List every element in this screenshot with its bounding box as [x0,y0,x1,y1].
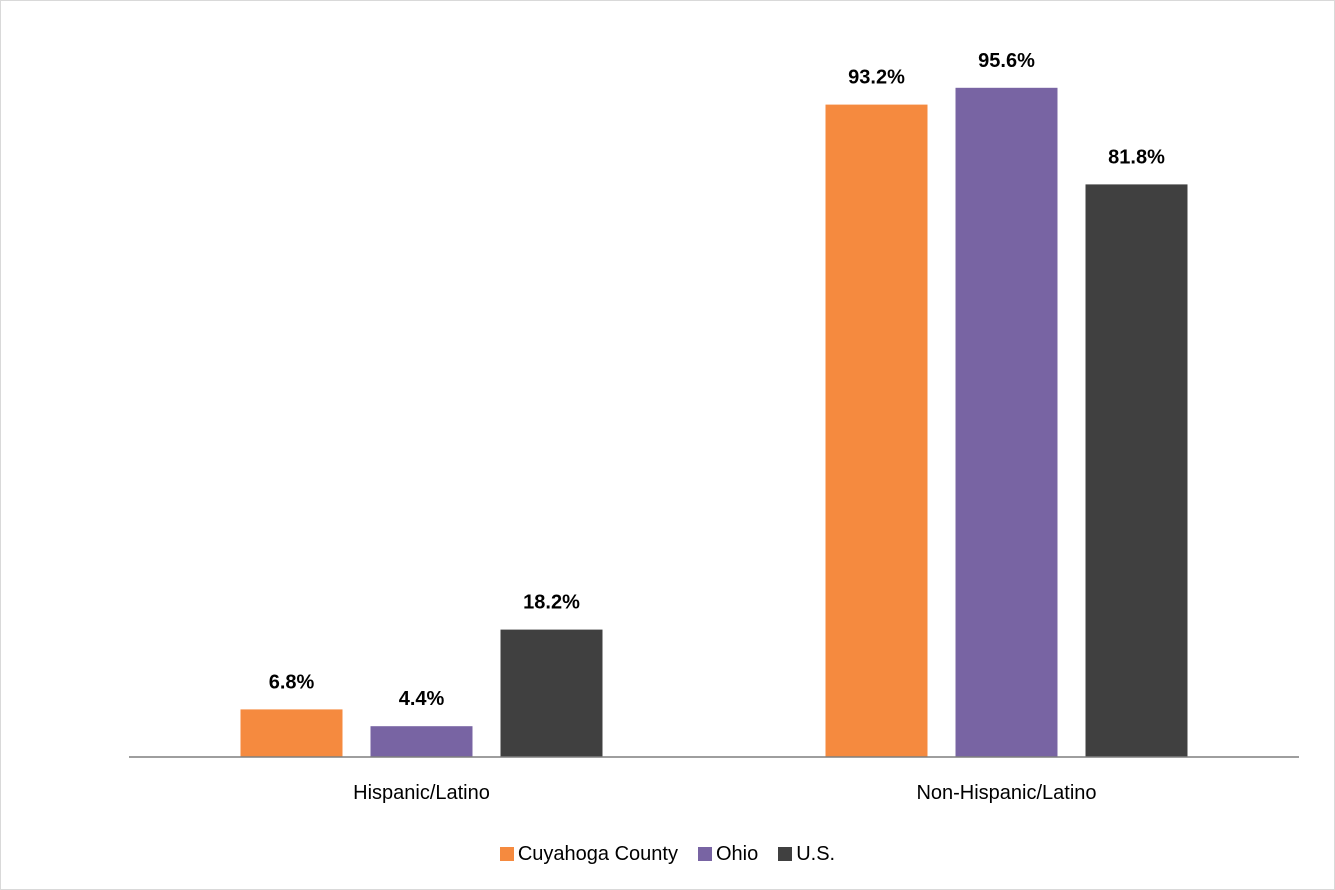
legend-label: Cuyahoga County [517,842,678,865]
bar-cuyahoga-county-non-hispanic-latino [825,104,928,758]
legend: Cuyahoga County Ohio U.S. [1,839,1334,869]
data-label: 18.2% [523,592,580,614]
legend-item: Ohio [697,842,759,866]
legend-label: U.S. [796,842,836,865]
data-label: 4.4% [399,688,445,710]
legend-swatch [697,847,712,861]
bar-u-s-hispanic-latino [500,629,603,757]
bars-layer [240,87,1188,758]
category-tick-label: Hispanic/Latino [353,782,490,804]
bar-ohio-non-hispanic-latino [955,87,1058,758]
data-label: 93.2% [848,67,905,89]
data-label: 6.8% [269,671,315,693]
bar-cuyahoga-county-hispanic-latino [240,709,343,757]
legend-swatch [499,847,514,861]
bar-u-s-non-hispanic-latino [1085,184,1188,757]
category-labels-layer: Hispanic/Latino Non-Hispanic/Latino [353,782,1096,804]
category-tick-label: Non-Hispanic/Latino [916,782,1096,804]
legend-item: Cuyahoga County [499,842,678,866]
data-label: 95.6% [978,50,1035,72]
legend-label: Ohio [715,842,759,865]
bar-ohio-hispanic-latino [370,726,473,757]
data-label: 81.8% [1108,146,1165,168]
legend-item: U.S. [778,843,835,866]
data-labels-layer: 6.8% 4.4% 18.2% 93.2% 95.6% 81.8% [269,50,1165,710]
legend-swatch [778,847,793,861]
